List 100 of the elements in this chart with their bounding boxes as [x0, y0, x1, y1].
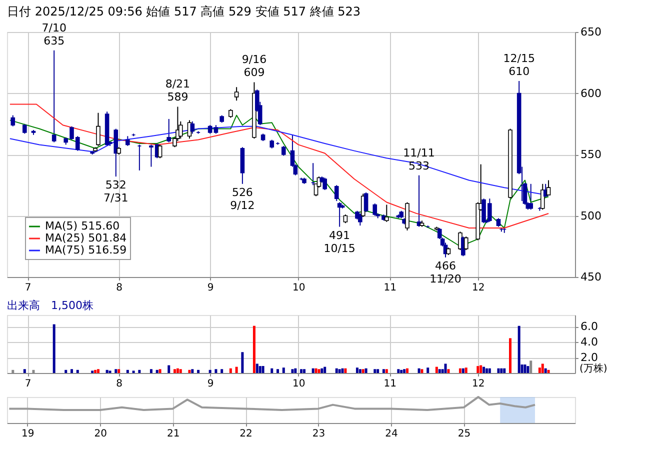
candlestick — [234, 86, 239, 102]
bar — [96, 369, 100, 373]
bar — [320, 368, 324, 373]
bar — [462, 368, 464, 373]
annotation: 532 7/31 — [104, 178, 128, 205]
bar — [447, 369, 450, 373]
candlestick — [190, 120, 195, 134]
x-tick-label: 11 — [384, 282, 396, 294]
candlestick — [546, 180, 551, 196]
bar — [500, 368, 503, 373]
bar — [70, 369, 73, 373]
bar — [156, 370, 158, 373]
y-tick-label: 2.0 — [580, 351, 598, 364]
bar — [335, 368, 338, 373]
bar — [312, 368, 314, 373]
x-tick-label: 20 — [94, 428, 107, 440]
candlestick — [281, 145, 286, 156]
candlestick — [334, 184, 339, 202]
bar — [262, 366, 264, 373]
bar — [444, 364, 447, 373]
annotation: 9/16 609 — [242, 53, 267, 80]
x-tick-label: 25 — [458, 428, 471, 440]
bar — [208, 370, 212, 373]
bar — [503, 368, 506, 373]
bar — [362, 369, 364, 373]
candlestick — [322, 177, 327, 191]
y-tick-label: 4.0 — [580, 336, 598, 349]
bar — [364, 368, 368, 373]
bar — [541, 364, 544, 373]
candlestick — [364, 192, 368, 213]
bar — [524, 364, 526, 373]
bar — [294, 368, 297, 373]
annotation: 526 9/12 — [230, 186, 255, 212]
bar — [358, 369, 362, 373]
x-tick-label: 19 — [21, 428, 34, 440]
bar — [385, 369, 388, 373]
bar — [52, 324, 56, 373]
chart-title: 出来高 1,500株 — [7, 299, 94, 312]
bar — [526, 366, 530, 373]
candlestick — [528, 183, 534, 210]
bar — [282, 368, 285, 373]
x-tick-label: 23 — [312, 428, 326, 440]
annotation: 7/10 635 — [42, 21, 66, 48]
bar — [341, 368, 344, 373]
bar — [174, 369, 176, 373]
bar — [480, 365, 482, 373]
x-tick-label: 7 — [24, 378, 32, 390]
candlestick — [166, 118, 172, 143]
candlestick — [96, 112, 100, 146]
y-axis-title: (万株) — [580, 362, 608, 374]
bar — [176, 368, 179, 373]
bar — [458, 368, 462, 373]
candlestick — [126, 136, 130, 146]
x-tick-label: 9 — [207, 282, 214, 294]
x-tick-label: 12 — [472, 282, 485, 294]
bar — [518, 326, 520, 373]
candlestick — [10, 114, 16, 127]
bar — [397, 369, 400, 373]
legend-label: MA(5) 515.60 — [45, 220, 120, 232]
bar — [406, 368, 408, 373]
bar — [488, 368, 491, 373]
bar — [314, 368, 318, 373]
x-tick-label: 9 — [207, 378, 214, 390]
bar — [118, 369, 120, 373]
y-tick-label: 450 — [580, 270, 602, 284]
candlestick — [372, 203, 378, 216]
candlestick — [358, 212, 362, 226]
bar — [214, 369, 218, 373]
chart-title: 日付 2025/12/25 09:56 始値 517 高値 529 安値 517 終値 523 — [7, 4, 361, 18]
x-tick-label: 21 — [166, 428, 180, 440]
bar — [258, 366, 262, 373]
x-tick-label: 12 — [472, 378, 485, 390]
bar — [509, 338, 512, 373]
legend-label: MA(25) 501.84 — [45, 232, 127, 244]
y-tick-label: 500 — [580, 209, 602, 222]
bar — [538, 368, 541, 373]
bar — [126, 370, 129, 373]
bar — [476, 366, 480, 373]
bar — [23, 369, 26, 373]
legend-label: MA(75) 516.59 — [45, 244, 127, 256]
bar — [302, 369, 306, 373]
bar — [435, 366, 438, 373]
bar — [252, 326, 256, 373]
bar — [291, 369, 294, 373]
bar — [138, 370, 141, 373]
x-tick-label: 11 — [384, 378, 396, 390]
bar — [191, 369, 194, 373]
bar — [376, 369, 380, 373]
x-tick-label: 22 — [240, 428, 252, 440]
bar — [438, 369, 441, 373]
bar — [403, 369, 406, 373]
bar — [276, 369, 280, 373]
bar — [229, 368, 232, 373]
bar — [544, 368, 547, 373]
x-tick-label: 8 — [116, 378, 123, 390]
bar — [241, 352, 244, 373]
bar — [114, 369, 118, 373]
bar — [356, 368, 358, 373]
annotation: 8/21 589 — [165, 78, 190, 104]
bar — [179, 369, 182, 373]
